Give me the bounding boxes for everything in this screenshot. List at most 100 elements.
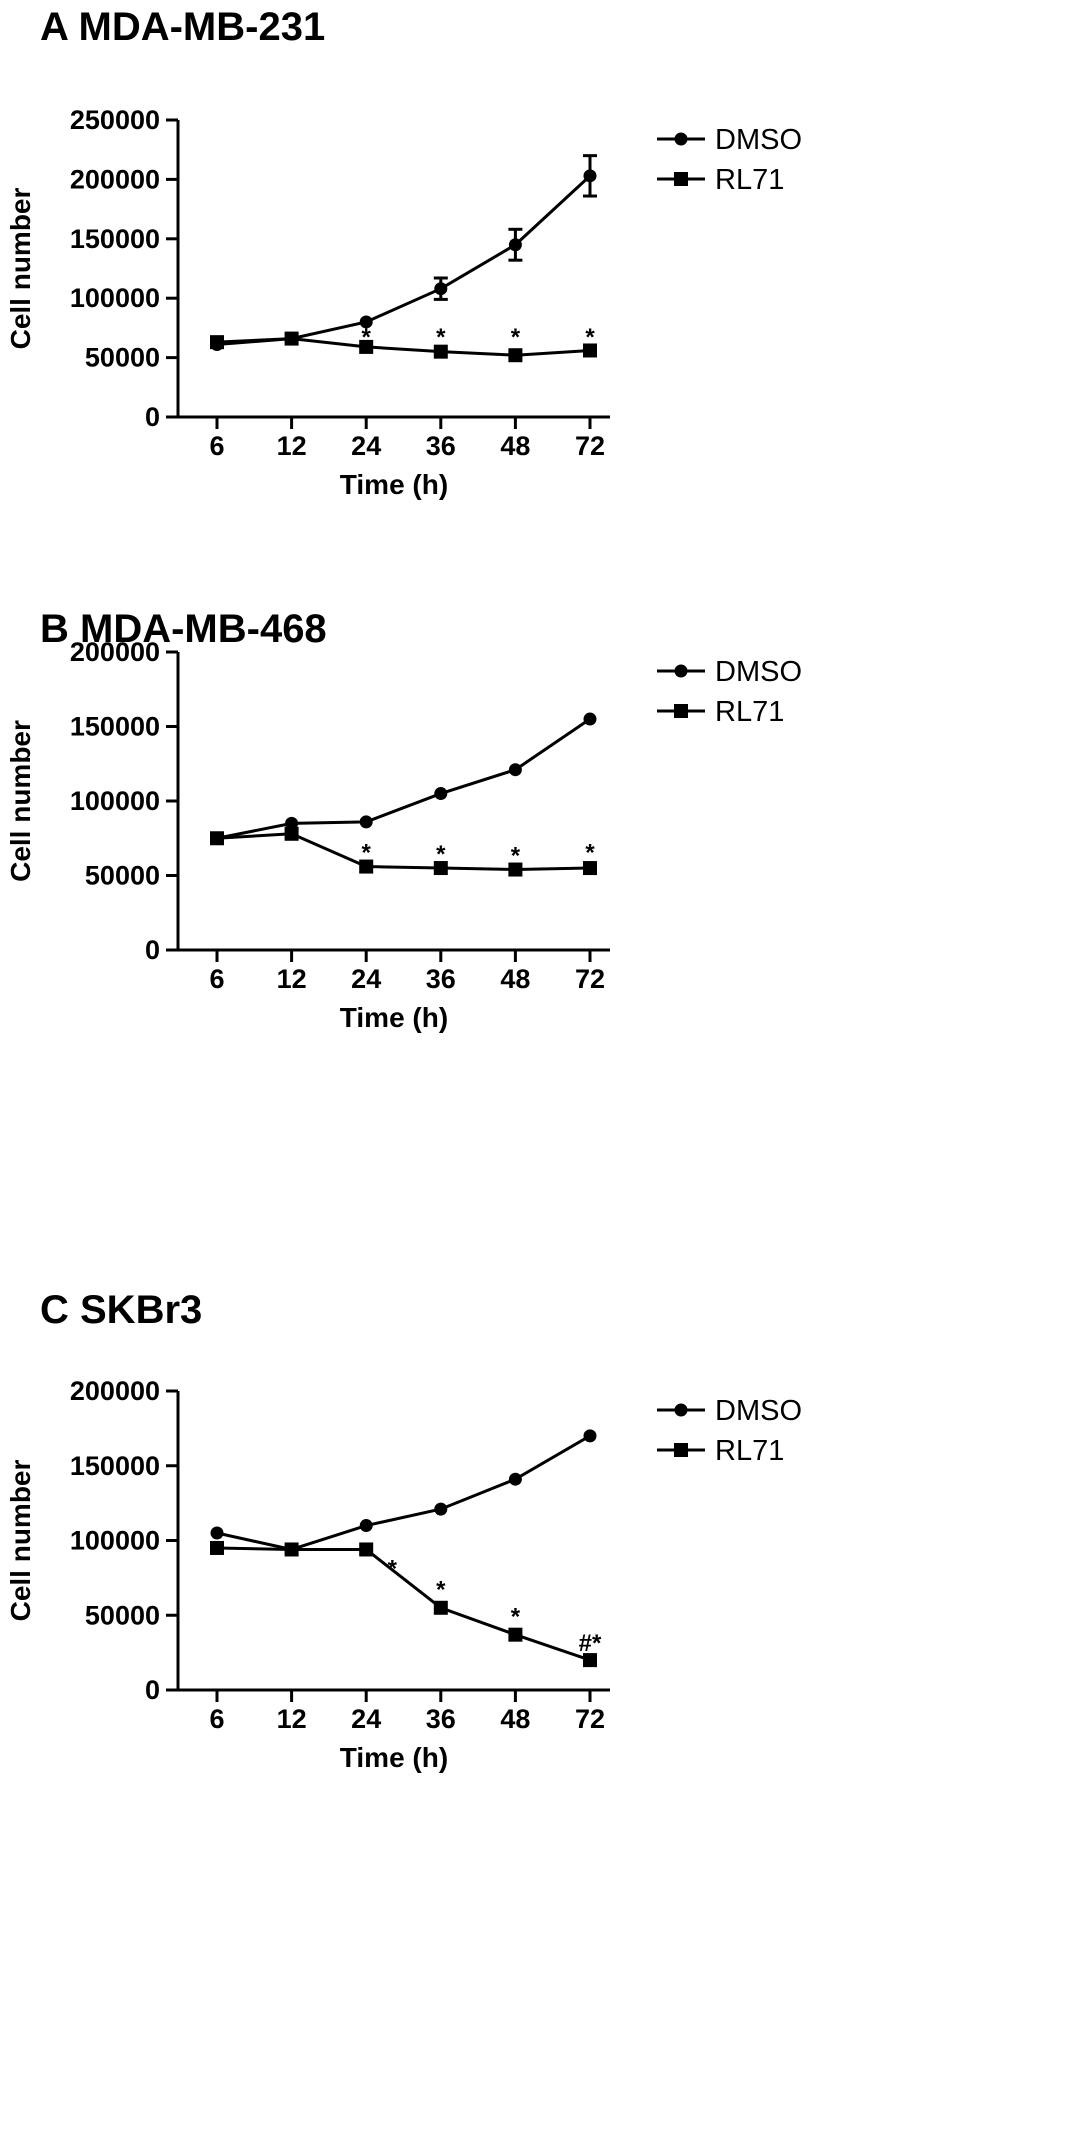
chart-a-svg: A MDA-MB-231 0 50000 100000 150000 200000 2500… [5,5,802,500]
significance-marker: #* [579,1630,602,1657]
data-point-rl71 [284,331,299,346]
significance-marker: * [585,324,595,351]
legend-label-dmso: DMSO [715,1395,802,1427]
x-tick-label: 6 [209,1704,224,1734]
data-point-dmso [583,712,597,726]
chart-c-svg: C SKBr3 0 50000 100000 150000 200000 6 12 24 36 48… [5,1288,802,1773]
x-tick-label: 24 [351,964,381,994]
data-point-rl71 [508,862,523,877]
data-point-rl71 [284,1542,299,1557]
data-point-dmso [434,282,448,296]
x-tick-label: 48 [500,964,530,994]
legend-label-dmso: DMSO [715,124,802,156]
y-tick-label: 150000 [70,1451,160,1481]
series-line-dmso [216,717,591,840]
x-tick-label: 24 [351,1704,381,1734]
y-tick-label: 100000 [70,786,160,816]
y-tick-label: 0 [145,1675,160,1705]
data-point-rl71 [433,1600,448,1615]
chart-b-svg: B MDA-MB-468 0 50000 100000 150000 200000 6 12 2… [5,607,802,1033]
chart-panel-c: C SKBr3 0 50000 100000 150000 200000 6 12 24 36 48… [0,1280,1087,1970]
series-line-rl71 [216,337,591,357]
significance-marker: * [436,1576,446,1603]
y-tick-label: 200000 [70,164,160,194]
data-point-rl71 [210,831,224,846]
legend-label-rl71: RL71 [715,696,784,728]
y-tick-label: 0 [145,402,160,432]
y-tick-label: 100000 [70,283,160,313]
chart-panel-a: A MDA-MB-231 0 50000 100000 150000 200000 2500… [0,0,1087,690]
data-point-rl71 [359,859,374,874]
x-tick-label: 36 [426,964,456,994]
data-point-dmso [434,1502,448,1516]
legend-marker-rl71 [674,704,688,718]
x-tick-label: 48 [500,1704,530,1734]
data-point-rl71 [210,335,224,350]
data-point-rl71 [284,826,299,841]
x-tick-label: 6 [209,431,224,461]
chart-panel-b: B MDA-MB-468 0 50000 100000 150000 200000 6 12 2… [0,530,1087,1220]
x-tick-label: 48 [500,431,530,461]
data-point-rl71 [583,343,597,358]
series-line-dmso [216,1434,591,1552]
legend-label-dmso: DMSO [715,656,802,688]
significance-marker: * [511,324,521,351]
significance-marker: * [585,840,595,867]
legend-marker-dmso [674,132,688,146]
legend-marker-rl71 [674,172,688,186]
chart-title: B MDA-MB-468 [40,607,327,651]
legend-marker-rl71 [674,1443,688,1457]
significance-marker: * [436,841,446,868]
x-axis-label: Time (h) [340,1742,448,1773]
y-tick-label: 250000 [70,105,160,135]
data-point-rl71 [359,1542,374,1557]
y-tick-label: 150000 [70,712,160,742]
data-point-dmso [508,238,522,252]
chart-title: A MDA-MB-231 [40,5,325,49]
y-axis-label: Cell number [5,720,36,882]
data-point-rl71 [433,861,448,876]
x-tick-label: 72 [575,964,605,994]
legend-marker-dmso [674,664,688,678]
x-axis-label: Time (h) [340,469,448,500]
significance-marker: * [362,324,372,351]
data-point-dmso [434,787,448,801]
x-tick-label: 36 [426,1704,456,1734]
data-point-rl71 [210,1540,224,1555]
series-line-dmso [216,174,592,347]
y-axis-label: Cell number [5,187,36,349]
x-tick-label: 12 [277,964,307,994]
x-axis-label: Time (h) [340,1002,448,1033]
significance-marker: * [511,1603,521,1630]
y-tick-label: 150000 [70,224,160,254]
legend-label-rl71: RL71 [715,164,784,196]
y-tick-label: 50000 [85,1600,160,1630]
legend-label-rl71: RL71 [715,1435,784,1467]
data-point-dmso [508,1472,522,1486]
x-tick-label: 72 [575,1704,605,1734]
data-point-dmso [583,169,597,183]
y-axis-label: Cell number [5,1459,36,1621]
data-point-rl71 [583,861,597,876]
data-point-rl71 [433,344,448,359]
y-tick-label: 0 [145,935,160,965]
legend-marker-dmso [674,1403,688,1417]
data-point-dmso [583,1429,597,1443]
y-tick-label: 50000 [85,343,160,373]
significance-marker: * [511,843,521,870]
x-tick-label: 12 [277,1704,307,1734]
significance-marker: * [436,324,446,351]
data-point-rl71 [508,1627,523,1642]
x-tick-label: 24 [351,431,381,461]
series-line-rl71 [216,1546,591,1662]
data-point-dmso [359,315,373,329]
data-point-rl71 [508,348,523,363]
y-tick-label: 200000 [70,637,160,667]
data-point-dmso [508,763,522,777]
y-tick-label: 50000 [85,861,160,891]
x-tick-label: 72 [575,431,605,461]
significance-marker: * [388,1555,398,1582]
x-tick-label: 12 [277,431,307,461]
y-tick-label: 200000 [70,1376,160,1406]
data-point-dmso [285,816,299,830]
